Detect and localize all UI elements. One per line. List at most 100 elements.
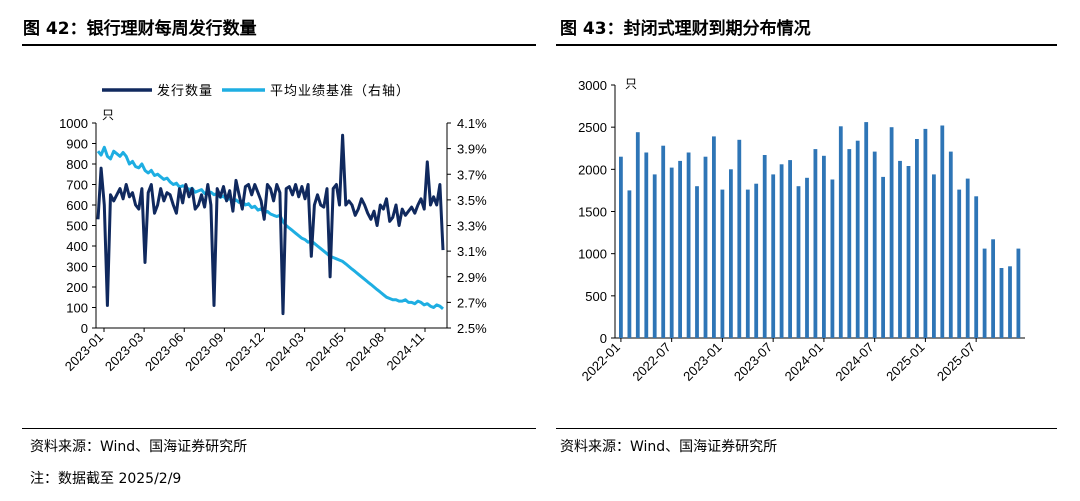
y-tick-label: 400 [66, 239, 88, 254]
bar [771, 174, 776, 338]
x-tick-label: 2024-05 [303, 330, 347, 374]
y-tick-label: 500 [585, 289, 607, 304]
series-line-benchmark [96, 145, 444, 310]
x-tick-label: 2024-08 [343, 330, 387, 374]
left-title-rule [22, 44, 536, 46]
y-tick-label: 700 [66, 178, 88, 193]
right-source-rule [556, 428, 1057, 429]
left-source: 资料来源：Wind、国海证券研究所 [30, 439, 248, 455]
bar [965, 178, 970, 338]
y2-tick-label: 2.7% [457, 295, 487, 310]
y-tick-label: 0 [81, 321, 88, 336]
bar [678, 160, 682, 338]
y-tick-label: 300 [66, 260, 88, 275]
bar [703, 156, 708, 338]
bar [779, 164, 784, 338]
x-tick-label: 2023-09 [182, 330, 226, 374]
bar [686, 152, 691, 338]
bar [729, 169, 733, 338]
right-title-rule [556, 44, 1057, 46]
bar [881, 176, 885, 338]
bar [762, 155, 767, 338]
y-unit-label: 只 [625, 77, 637, 91]
y-tick-label: 200 [66, 280, 88, 295]
x-tick-label: 2023-12 [222, 330, 266, 374]
bar [822, 155, 826, 338]
y2-tick-label: 2.5% [457, 321, 487, 336]
bar [898, 160, 902, 338]
bar [712, 136, 716, 338]
y-tick-label: 0 [600, 331, 607, 346]
x-tick-label: 2023-01 [62, 330, 106, 374]
x-tick-label: 2025-01 [883, 340, 927, 384]
bar [652, 174, 657, 338]
x-tick-label: 2024-01 [782, 340, 826, 384]
legend-label-benchmark: 平均业绩基准（右轴） [270, 84, 410, 99]
bar [932, 174, 936, 338]
bar [788, 160, 792, 338]
y-tick-label: 100 [66, 301, 88, 316]
bar [923, 128, 928, 338]
x-tick-label: 2025-07 [934, 340, 978, 384]
x-tick-label: 2023-07 [731, 340, 775, 384]
bar [1008, 266, 1012, 338]
bar [999, 268, 1004, 338]
y2-tick-label: 3.1% [457, 244, 487, 259]
y-tick-label: 800 [66, 157, 88, 172]
bar [695, 186, 699, 338]
bar [661, 145, 666, 338]
bar [940, 125, 945, 338]
right-source: 资料来源：Wind、国海证券研究所 [560, 439, 778, 455]
bar [805, 177, 809, 338]
x-tick-label: 2024-07 [832, 340, 876, 384]
y-tick-label: 3000 [578, 78, 607, 93]
y-tick-label: 1000 [59, 116, 88, 131]
y2-tick-label: 3.3% [457, 219, 487, 234]
y-tick-label: 600 [66, 198, 88, 213]
bar [813, 149, 818, 338]
bar [991, 239, 995, 338]
y2-tick-label: 2.9% [457, 270, 487, 285]
weekly-issuance-chart: 100090080070060050040030020010004.1%3.9%… [59, 83, 487, 374]
bar [906, 166, 911, 338]
series-line-issuance [96, 133, 445, 316]
bar [720, 189, 725, 338]
bar [948, 151, 953, 338]
y2-tick-label: 3.5% [457, 193, 487, 208]
bar [745, 189, 750, 338]
x-tick-label: 2024-03 [262, 330, 306, 374]
y-tick-label: 500 [66, 219, 88, 234]
left-note: 注：数据截至 2025/2/9 [30, 471, 182, 487]
bar [669, 167, 674, 338]
right-chart-title: 图 43：封闭式理财到期分布情况 [560, 19, 811, 39]
bar [889, 127, 894, 338]
bar [644, 152, 649, 338]
bar [982, 248, 987, 338]
y-tick-label: 1000 [578, 247, 607, 262]
y-unit-label: 只 [102, 108, 114, 122]
bar [872, 151, 877, 338]
x-tick-label: 2023-01 [680, 340, 724, 384]
y-tick-label: 900 [66, 137, 88, 152]
bar [1016, 248, 1021, 338]
bar [635, 132, 640, 338]
left-chart-title: 图 42：银行理财每周发行数量 [23, 19, 257, 39]
bar [974, 196, 979, 338]
bar [957, 189, 962, 338]
left-source-rule [22, 428, 536, 429]
bar [864, 122, 869, 338]
x-tick-label: 2023-03 [102, 330, 146, 374]
bar [754, 183, 759, 338]
y-tick-label: 1500 [578, 205, 607, 220]
bar [838, 126, 843, 338]
x-tick-label: 2023-06 [142, 330, 186, 374]
y2-tick-label: 4.1% [457, 116, 487, 131]
x-tick-label: 2022-01 [579, 340, 623, 384]
y2-tick-label: 3.9% [457, 142, 487, 157]
x-tick-label: 2022-07 [629, 340, 673, 384]
bar [737, 139, 742, 338]
y-tick-label: 2000 [578, 162, 607, 177]
x-tick-label: 2024-11 [383, 330, 427, 374]
y2-tick-label: 3.7% [457, 167, 487, 182]
